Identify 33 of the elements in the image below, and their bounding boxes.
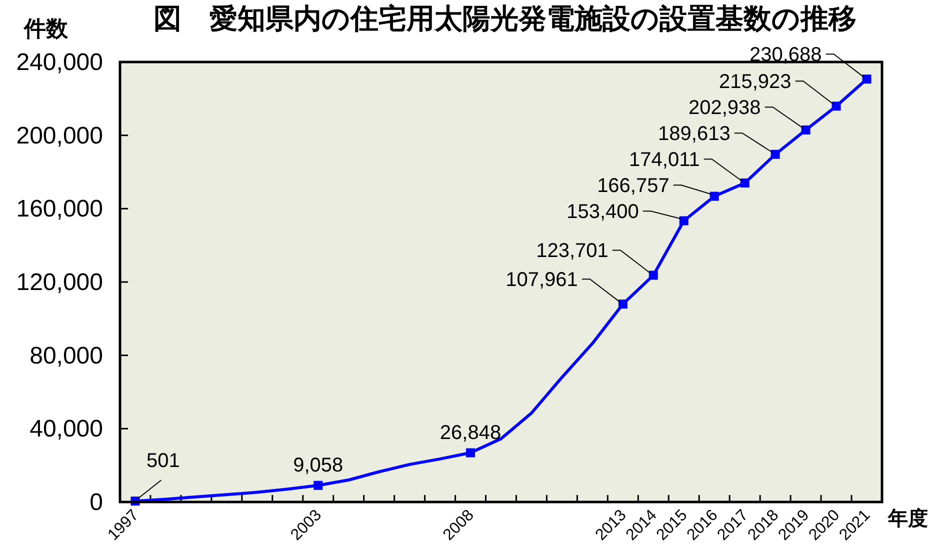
data-label: 189,613 (658, 123, 730, 146)
data-label: 107,961 (506, 269, 578, 292)
y-tick-label: 240,000 (16, 49, 103, 76)
point (862, 74, 872, 84)
data-label: 230,688 (749, 44, 822, 66)
y-tick-label: 200,000 (16, 122, 103, 150)
data-label: 202,938 (688, 97, 761, 120)
point (740, 178, 750, 188)
y-tick-label: 120,000 (16, 269, 103, 296)
data-label: 501 (146, 450, 180, 472)
point (314, 480, 323, 490)
point (648, 270, 658, 280)
y-tick-label: 160,000 (16, 196, 103, 223)
y-axis-title: 件数 (23, 16, 69, 41)
data-label: 123,701 (536, 240, 608, 262)
y-tick-label: 40,000 (30, 416, 103, 443)
point (466, 448, 476, 458)
point (618, 300, 628, 309)
data-label: 26,848 (440, 422, 502, 444)
y-tick-label: 0 (90, 489, 103, 516)
y-tick-label: 80,000 (30, 342, 103, 370)
point (770, 150, 780, 159)
x-axis-title: 年度 (887, 507, 928, 530)
data-label: 215,923 (718, 71, 792, 94)
chart-title: 図 愛知県内の住宅用太陽光発電施設の設置基数の推移 (154, 3, 856, 34)
data-label: 153,400 (566, 201, 639, 224)
data-label: 9,058 (293, 454, 344, 476)
data-label: 166,757 (597, 175, 670, 198)
point (710, 192, 719, 201)
point (832, 102, 841, 111)
point (801, 125, 810, 134)
point (679, 216, 688, 226)
data-label: 174,011 (629, 149, 700, 172)
